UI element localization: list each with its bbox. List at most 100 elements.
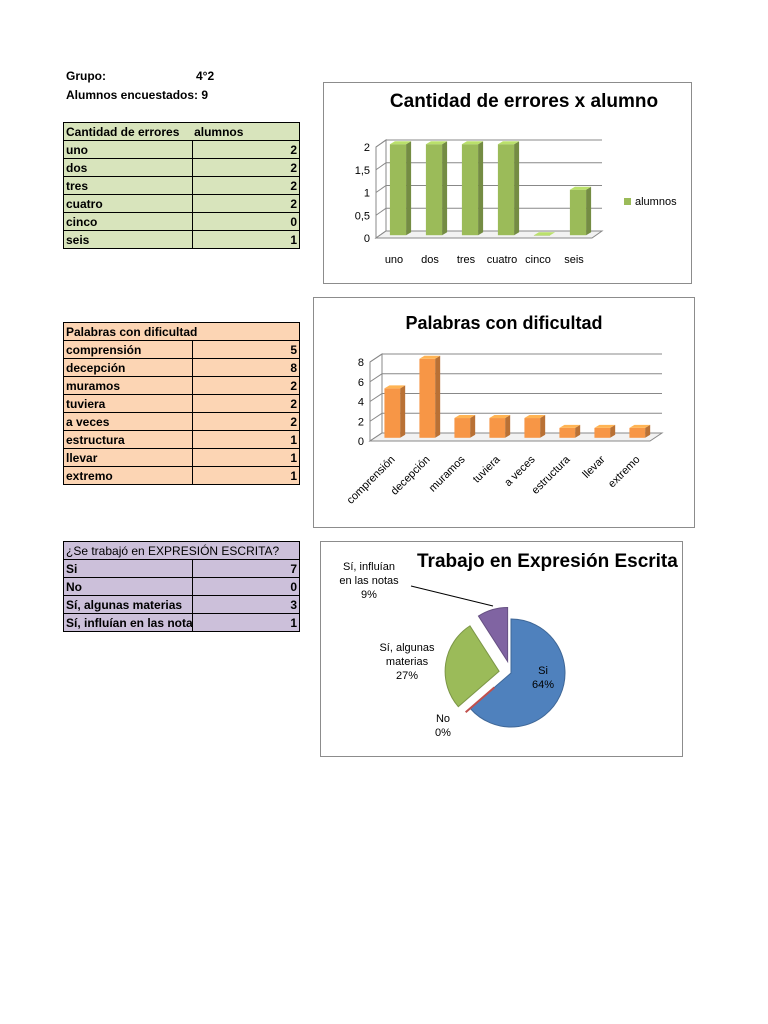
y-tick-label: 1,5 bbox=[355, 165, 370, 177]
pie-label: 27% bbox=[396, 670, 418, 682]
cell-value[interactable]: 0 bbox=[192, 212, 300, 231]
cell-label[interactable]: decepción bbox=[63, 358, 193, 377]
chart-gridline bbox=[375, 207, 602, 216]
bar-top bbox=[594, 424, 616, 428]
chart-expresion[interactable]: Trabajo en Expresión Escrita Si 64% No 0% Sí… bbox=[320, 541, 683, 757]
bar-side bbox=[478, 141, 484, 236]
cell-value[interactable]: 2 bbox=[192, 376, 300, 395]
bar-uno bbox=[389, 141, 412, 236]
cell-label[interactable]: muramos bbox=[63, 376, 193, 395]
cell-value[interactable]: 2 bbox=[192, 412, 300, 431]
bar-front bbox=[594, 427, 611, 438]
cell-label[interactable]: comprensión bbox=[63, 340, 193, 359]
cell-label[interactable]: dos bbox=[63, 158, 193, 177]
bar-front bbox=[559, 427, 576, 438]
x-tick-label: extremo bbox=[606, 454, 643, 491]
cell-label[interactable]: cinco bbox=[63, 212, 193, 231]
chart-errores[interactable]: Cantidad de errores x alumno 0 0,5 1 1,5 2 un… bbox=[323, 82, 692, 284]
encuestados-label: Alumnos encuestados: 9 bbox=[66, 88, 209, 102]
cell-value[interactable]: 1 bbox=[192, 430, 300, 449]
cell-label[interactable]: Si bbox=[63, 559, 193, 578]
cell-label[interactable]: estructura bbox=[63, 430, 193, 449]
table-row: cuatro 2 bbox=[63, 194, 300, 213]
cell-value[interactable]: 3 bbox=[191, 595, 301, 614]
bar-extremo bbox=[629, 424, 651, 438]
cell-value[interactable]: 2 bbox=[192, 140, 300, 159]
bar-top bbox=[629, 424, 651, 428]
table-row: tres 2 bbox=[63, 176, 300, 195]
chart-gridline bbox=[375, 185, 602, 193]
bar-front bbox=[461, 144, 479, 236]
pie-slice bbox=[469, 618, 566, 728]
cell-value[interactable]: 2 bbox=[192, 158, 300, 177]
bar-top bbox=[384, 385, 406, 389]
chart-palabras[interactable]: Palabras con dificultad 0 2 4 6 8 comprensión… bbox=[313, 297, 695, 528]
cell-value[interactable]: 8 bbox=[192, 358, 300, 377]
y-tick-label: 1 bbox=[364, 188, 370, 200]
bar-top bbox=[389, 141, 412, 145]
table-header-cell[interactable]: Cantidad de errores alumnos bbox=[63, 122, 300, 141]
bar-top bbox=[524, 415, 546, 419]
bar-top bbox=[425, 141, 448, 145]
table-row: a veces 2 bbox=[63, 412, 300, 431]
cell-label[interactable]: extremo bbox=[63, 466, 193, 485]
bar-llevar bbox=[594, 424, 616, 438]
table-row: No 0 bbox=[63, 577, 301, 596]
bar-side bbox=[470, 415, 476, 438]
bar-tres bbox=[461, 141, 484, 236]
chart-palabras-svg: Palabras con dificultad 0 2 4 6 8 comprensión… bbox=[345, 313, 664, 507]
table-header-row: Palabras con dificultad bbox=[63, 322, 300, 341]
bar-dos bbox=[425, 141, 448, 236]
cell-label[interactable]: seis bbox=[63, 230, 193, 249]
cell-value[interactable]: 1 bbox=[192, 466, 300, 485]
bar-top bbox=[497, 141, 520, 145]
cell-label[interactable]: tuviera bbox=[63, 394, 193, 413]
pie-label: en las notas bbox=[339, 575, 399, 587]
x-tick-label: tres bbox=[457, 254, 476, 266]
cell-value[interactable]: 1 bbox=[192, 230, 300, 249]
chart-expresion-svg: Trabajo en Expresión Escrita Si 64% No 0% Sí… bbox=[339, 551, 678, 739]
table-header-cell[interactable]: ¿Se trabajó en EXPRESIÓN ESCRITA? bbox=[62, 541, 301, 560]
cell-value[interactable]: 5 bbox=[192, 340, 300, 359]
cell-label[interactable]: No bbox=[63, 577, 193, 596]
y-tick-label: 2 bbox=[364, 142, 370, 154]
bar-front bbox=[533, 235, 551, 236]
cell-value[interactable]: 2 bbox=[192, 194, 300, 213]
chart-expresion-title: Trabajo en Expresión Escrita bbox=[417, 551, 678, 572]
x-tick-label: estructura bbox=[530, 453, 574, 497]
table-row: uno 2 bbox=[63, 140, 300, 159]
cell-value[interactable]: 2 bbox=[192, 176, 300, 195]
cell-label[interactable]: llevar bbox=[63, 448, 193, 467]
table-header-cell[interactable]: Palabras con dificultad bbox=[63, 322, 300, 341]
cell-label[interactable]: a veces bbox=[63, 412, 193, 431]
cell-label[interactable]: Sí, algunas materias bbox=[63, 595, 193, 614]
cell-value[interactable]: 1 bbox=[191, 613, 301, 632]
bar-side bbox=[505, 415, 511, 438]
pie-slice bbox=[444, 625, 500, 708]
cell-value[interactable]: 2 bbox=[192, 394, 300, 413]
pie-leader-line bbox=[410, 585, 494, 607]
bar-front bbox=[384, 388, 401, 438]
cell-value[interactable]: 1 bbox=[192, 448, 300, 467]
cell-value[interactable]: 7 bbox=[191, 559, 301, 578]
table-header-row: ¿Se trabajó en EXPRESIÓN ESCRITA? bbox=[62, 541, 301, 560]
chart-gridline bbox=[369, 393, 662, 402]
bar-front bbox=[569, 189, 587, 236]
cell-label[interactable]: cuatro bbox=[63, 194, 193, 213]
chart-gridline bbox=[375, 162, 602, 171]
chart-gridline bbox=[369, 353, 662, 363]
table-row: tuviera 2 bbox=[63, 394, 300, 413]
cell-value[interactable]: 0 bbox=[191, 577, 301, 596]
table-row: muramos 2 bbox=[63, 376, 300, 395]
bar-muramos bbox=[454, 415, 476, 438]
chart-gridline bbox=[369, 412, 662, 422]
cell-label[interactable]: uno bbox=[63, 140, 193, 159]
table-row: Si 7 bbox=[63, 559, 301, 578]
cell-label[interactable]: tres bbox=[63, 176, 193, 195]
chart-errores-title: Cantidad de errores x alumno bbox=[390, 91, 658, 112]
bar-side bbox=[435, 355, 441, 438]
cell-label[interactable]: Sí, influían en las notas bbox=[63, 613, 193, 632]
bar-cinco bbox=[533, 232, 556, 236]
x-tick-label: a veces bbox=[502, 453, 538, 489]
pie-label: materias bbox=[386, 656, 429, 668]
